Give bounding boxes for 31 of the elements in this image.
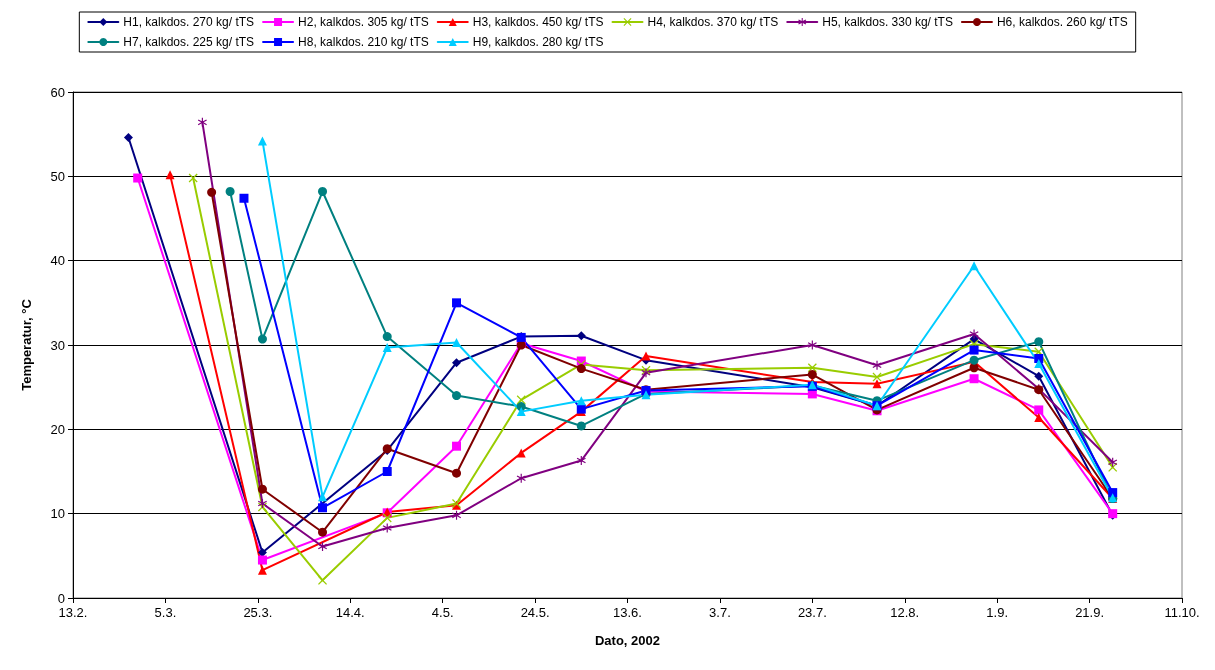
- x-axis-title: Dato, 2002: [594, 633, 661, 648]
- x-tick-label: 25.3.: [243, 605, 273, 620]
- y-tick-label: 30: [50, 337, 65, 353]
- y-tick-label: 0: [57, 590, 65, 606]
- y-tick-label: 20: [50, 421, 65, 437]
- x-tick-label: 1.9.: [986, 605, 1009, 620]
- legend-label: H6, kalkdos. 260 kg/ tTS: [996, 15, 1128, 29]
- x-tick-label: 3.7.: [709, 605, 731, 620]
- x-tick-label: 13.6.: [613, 605, 642, 620]
- x-tick-label: 4.5.: [431, 605, 454, 620]
- legend-label: H4, kalkdos. 370 kg/ tTS: [647, 15, 779, 29]
- legend-label: H8, kalkdos. 210 kg/ tTS: [298, 35, 429, 49]
- legend-label: H5, kalkdos. 330 kg/ tTS: [822, 15, 953, 29]
- x-tick-label: 13.2.: [58, 605, 88, 620]
- y-tick-label: 40: [50, 253, 65, 269]
- y-axis-title: Temperatur, °C: [19, 298, 34, 391]
- x-tick-label: 14.4.: [335, 605, 365, 620]
- y-tick-label: 50: [50, 168, 65, 184]
- y-tick-label: 60: [50, 84, 65, 100]
- legend-label: H9, kalkdos. 280 kg/ tTS: [472, 35, 604, 49]
- x-tick-label: 5.3.: [154, 605, 177, 620]
- x-tick-label: 12.8.: [890, 605, 920, 620]
- x-tick-label: 23.7.: [797, 605, 827, 620]
- x-tick-label: 11.10.: [1164, 605, 1200, 620]
- x-tick-label: 21.9.: [1075, 605, 1105, 620]
- legend-label: H1, kalkdos. 270 kg/ tTS: [123, 15, 255, 29]
- x-tick-label: 24.5.: [520, 605, 550, 620]
- legend-label: H7, kalkdos. 225 kg/ tTS: [123, 35, 255, 49]
- y-tick-label: 10: [50, 506, 65, 522]
- legend-label: H3, kalkdos. 450 kg/ tTS: [472, 15, 604, 29]
- legend-label: H2, kalkdos. 305 kg/ tTS: [298, 15, 429, 29]
